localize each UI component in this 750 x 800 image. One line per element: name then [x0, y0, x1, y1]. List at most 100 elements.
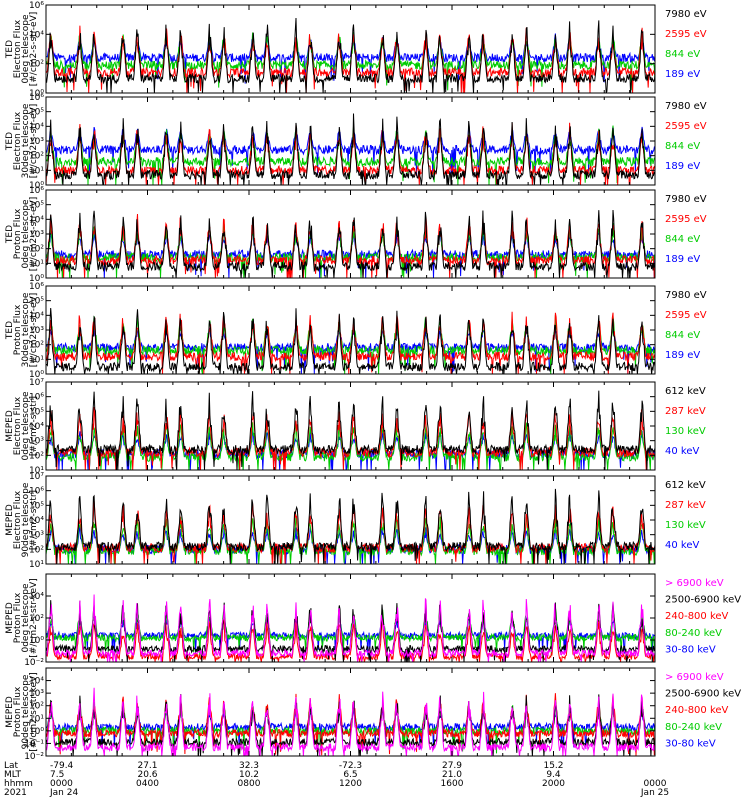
series-trace-4-1	[46, 307, 656, 375]
y-tick-label: 10²	[29, 702, 44, 712]
y-tick-label: 10⁴	[29, 592, 44, 602]
y-tick-label: 10²	[29, 451, 44, 461]
y-tick-label: 10⁷	[29, 378, 44, 388]
y-axis-label: MEPED	[5, 410, 15, 442]
y-axis-label: [#/cm2-s-str-keV]	[29, 672, 39, 751]
legend-label: 2595 eV	[665, 214, 707, 225]
legend-label: 844 eV	[665, 234, 700, 245]
series-trace-1-4	[45, 33, 656, 84]
y-axis-label: Electron Flux	[13, 490, 23, 549]
y-axis-label: Electron Flux	[13, 19, 23, 78]
x-tick-mlt: 20.6	[137, 770, 157, 780]
y-tick-label: 10⁶	[29, 393, 44, 403]
y-tick-label: 10³	[29, 531, 44, 541]
y-tick-label: 10³	[29, 437, 44, 447]
y-tick-label: 10²	[29, 152, 44, 162]
y-axis-label: TED	[5, 132, 15, 151]
legend-label: 7980 eV	[665, 290, 707, 301]
legend-label: 7980 eV	[665, 9, 707, 20]
y-axis-label: [#/cm2-s-str-keV]	[29, 578, 39, 657]
y-axis-label: 90deg telescope	[21, 482, 31, 557]
x-tick-mlt: 7.5	[50, 770, 64, 780]
x-tick-date: Jan 25	[640, 788, 669, 798]
x-tick-hhmm: 1200	[339, 779, 362, 789]
y-tick-label: 10⁰	[29, 181, 44, 191]
y-axis-label: MEPED	[5, 504, 15, 536]
y-tick-label: 10⁰	[29, 274, 44, 284]
y-tick-label: 10⁰	[29, 636, 44, 646]
legend-label: 80-240 keV	[665, 722, 722, 733]
x-tick-mlt: 6.5	[343, 770, 357, 780]
y-axis-label: MEPED	[5, 696, 15, 728]
y-tick-label: 10⁵	[29, 501, 44, 511]
y-tick-label: 10⁶	[29, 282, 44, 292]
y-tick-label: 10¹	[29, 355, 44, 365]
y-tick-label: 10³	[29, 137, 44, 147]
y-axis-label: [#/cm2-s-str-eV]	[29, 293, 39, 368]
y-tick-label: 10⁴	[29, 30, 44, 40]
y-tick-label: 10⁴	[29, 516, 44, 526]
y-tick-label: 10⁷	[29, 472, 44, 482]
series-trace-2-1	[45, 113, 656, 186]
y-axis-label: MEPED	[5, 602, 15, 634]
y-tick-label: 10²	[29, 545, 44, 555]
x-tick-hhmm: 1600	[441, 779, 464, 789]
series-trace-7-1	[45, 594, 656, 663]
legend-label: 844 eV	[665, 141, 700, 152]
y-axis-label: TED	[5, 40, 15, 59]
y-tick-label: 10⁴	[29, 311, 44, 321]
legend-label: 30-80 keV	[665, 738, 716, 749]
y-axis-label: [#/cm2-s-str]	[29, 396, 39, 456]
y-tick-label: 10¹	[29, 259, 44, 269]
legend-label: 240-800 keV	[665, 705, 729, 716]
x-tick-hhmm: 0400	[136, 779, 159, 789]
x-tick-hhmm: 0000	[644, 779, 667, 789]
y-tick-label: 10²	[29, 60, 44, 70]
series-trace-6-1	[45, 488, 656, 565]
series-trace-3-1	[45, 209, 656, 279]
y-tick-label: 10⁴	[29, 122, 44, 132]
legend-label: 2595 eV	[665, 29, 707, 40]
y-axis-label: 0deg telescope	[21, 583, 31, 653]
legend-label: 40 keV	[665, 540, 699, 551]
series-trace-5-3	[45, 420, 656, 471]
legend-label: 7980 eV	[665, 101, 707, 112]
y-tick-label: 10⁶	[29, 186, 44, 196]
y-tick-label: 10⁶	[29, 487, 44, 497]
y-tick-label: 10³	[29, 326, 44, 336]
y-axis-label: [#/cm2-s-str-eV]	[29, 197, 39, 272]
y-tick-label: 10⁴	[29, 677, 44, 687]
x-tick-lat: 27.1	[137, 761, 157, 771]
legend-label: 2595 eV	[665, 310, 707, 321]
y-tick-label: 10⁰	[29, 370, 44, 380]
y-tick-label: 10⁻¹	[24, 739, 44, 749]
y-axis-label: Electron Flux	[13, 396, 23, 455]
x-row-label: MLT	[4, 770, 22, 780]
x-tick-hhmm: 2000	[542, 779, 565, 789]
y-axis-label: Proton Flux	[13, 686, 23, 737]
y-tick-label: 10⁻²	[24, 752, 44, 762]
legend-label: 2500-6900 keV	[665, 595, 741, 606]
y-axis-label: 0deg telescope	[21, 14, 31, 84]
x-tick-lat: -72.3	[339, 761, 362, 771]
x-tick-lat: 32.3	[239, 761, 259, 771]
x-tick-mlt: 9.4	[546, 770, 561, 780]
y-tick-label: 10¹	[29, 560, 44, 570]
y-axis-label: 0deg telescope	[21, 391, 31, 461]
x-tick-date: Jan 24	[49, 788, 78, 798]
legend-label: 2595 eV	[665, 121, 707, 132]
y-axis-label: [#/cm2-s-str-eV]	[29, 104, 39, 179]
x-tick-lat: 27.9	[442, 761, 462, 771]
y-axis-label: Proton Flux	[13, 208, 23, 259]
legend-label: 30-80 keV	[665, 644, 716, 655]
y-tick-label: 10⁴	[29, 215, 44, 225]
y-tick-label: 10³	[29, 689, 44, 699]
